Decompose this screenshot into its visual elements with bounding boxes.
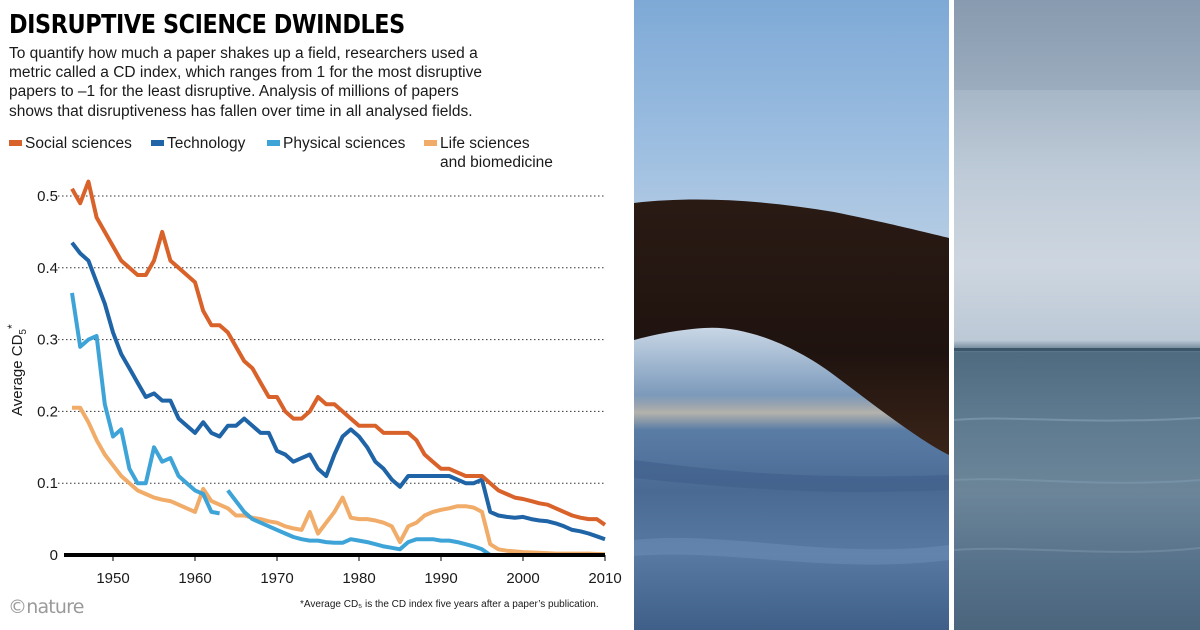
- series-line-social-sciences: [70, 179, 607, 527]
- axis-layer: 0 0.1 0.2 0.3 0.4 0.5 1950 1960 1970 1980 1990 2000…: [37, 188, 622, 587]
- wave-line: [954, 417, 1200, 422]
- subtitle-line: papers to –1 for the least disruptive. A…: [9, 83, 459, 101]
- horizon-line: [954, 348, 1200, 351]
- legend-swatch-life-sciences: [424, 140, 437, 146]
- legend-swatch-physical-sciences: [267, 140, 280, 146]
- series-line-life-sciences-and-biomedicine: [72, 405, 606, 557]
- chart-subtitle: To quantify how much a paper shakes up a…: [9, 44, 549, 121]
- arm-silhouette: [634, 199, 949, 565]
- y-tick-label: 0: [50, 547, 58, 564]
- legend-label: Social sciences: [25, 135, 132, 152]
- y-tick-label: 0.3: [37, 332, 58, 349]
- wave-line: [954, 478, 1200, 484]
- x-tick-label: 1990: [424, 570, 457, 587]
- footnote: *Average CD₅ is the CD index five years …: [300, 599, 599, 610]
- nature-logo: ©nature: [8, 596, 84, 618]
- subtitle-line: metric called a CD index, which ranges f…: [9, 64, 482, 82]
- chart-title: DISRUPTIVE SCIENCE DWINDLES: [9, 10, 405, 40]
- y-axis-label: Average CD5*: [5, 324, 29, 416]
- y-tick-label: 0.4: [37, 260, 58, 277]
- x-tick-label: 1980: [342, 570, 375, 587]
- wave-line: [954, 547, 1200, 553]
- subtitle-line: To quantify how much a paper shakes up a…: [9, 45, 478, 62]
- chart-panel: DISRUPTIVE SCIENCE DWINDLES To quantify …: [5, 10, 622, 618]
- y-tick-label: 0.1: [37, 475, 58, 492]
- arm-shape: [634, 199, 949, 455]
- subtitle-line: shows that disruptiveness has fallen ove…: [9, 102, 473, 120]
- series-line-technology: [70, 241, 606, 542]
- x-tick-label: 2000: [506, 570, 539, 587]
- legend-swatch-technology: [151, 140, 164, 146]
- series-layer: [70, 179, 607, 557]
- photo-arm-over-water: [634, 0, 949, 630]
- line-chart: 0 0.1 0.2 0.3 0.4 0.5 1950 1960 1970 1980 1990 2000…: [5, 179, 622, 587]
- water-ripple: [634, 460, 949, 492]
- photo-open-sea: [954, 0, 1200, 630]
- x-tick-label: 2010: [588, 570, 621, 587]
- sea-texture: [954, 0, 1200, 553]
- grid-layer: [58, 195, 605, 484]
- x-tick-label: 1950: [96, 570, 129, 587]
- photo-divider: [949, 0, 954, 630]
- legend-swatch-social-sciences: [9, 140, 22, 146]
- water-ripple: [634, 537, 949, 565]
- x-tick-label: 1970: [260, 570, 293, 587]
- legend-label: Technology: [167, 135, 246, 152]
- legend-label-line2: and biomedicine: [440, 154, 553, 171]
- x-tick-label: 1960: [178, 570, 211, 587]
- y-tick-label: 0.5: [37, 188, 58, 205]
- series-line-physical-sciences: [70, 292, 492, 557]
- legend-label: Physical sciences: [283, 135, 406, 152]
- cloud-band: [954, 0, 1200, 90]
- legend-label: Life sciences: [440, 135, 530, 152]
- y-tick-label: 0.2: [37, 403, 58, 420]
